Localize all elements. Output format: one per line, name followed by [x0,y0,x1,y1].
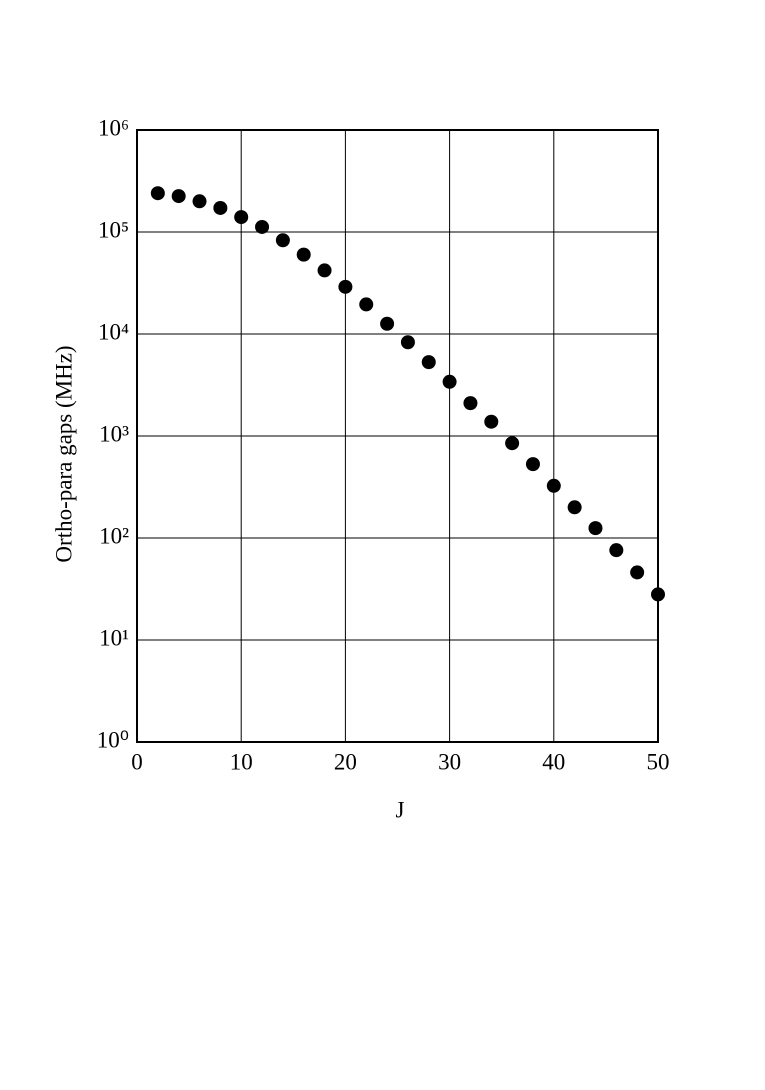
data-point [567,500,582,515]
data-point [275,233,290,248]
data-point [171,189,186,204]
data-point [255,219,270,234]
data-point [192,194,207,209]
data-point [359,297,374,312]
y-tick-label: 10² [99,523,129,548]
data-point [234,210,249,225]
data-point [546,478,561,493]
data-point [505,436,520,451]
data-point [588,521,603,536]
data-point [421,355,436,370]
x-tick-label: 10 [230,749,253,774]
data-point [296,247,311,262]
data-point [380,316,395,331]
data-point [150,186,165,201]
y-tick-label: 10⁶ [98,115,129,140]
data-point [651,587,665,602]
y-axis-label: Ortho-para gaps (MHz) [51,345,76,562]
data-point [609,543,624,558]
x-tick-label: 40 [542,749,565,774]
x-tick-label: 50 [647,749,670,774]
data-point [213,200,228,215]
data-point [338,279,353,294]
y-tick-label: 10¹ [99,625,129,650]
data-point [484,414,499,429]
plot-frame [136,129,659,743]
data-point [630,565,645,580]
y-tick-label: 10⁴ [98,319,129,344]
y-tick-label: 10⁵ [98,217,129,242]
y-tick-label: 10⁰ [97,727,129,752]
data-point [400,335,415,350]
x-tick-label: 0 [131,749,143,774]
x-axis-label: J [396,797,405,822]
x-tick-label: 20 [334,749,357,774]
y-tick-label: 10³ [99,421,129,446]
x-tick-label: 30 [438,749,461,774]
data-point [317,263,332,278]
data-point [525,457,540,472]
data-point [442,374,457,389]
data-point [463,396,478,411]
